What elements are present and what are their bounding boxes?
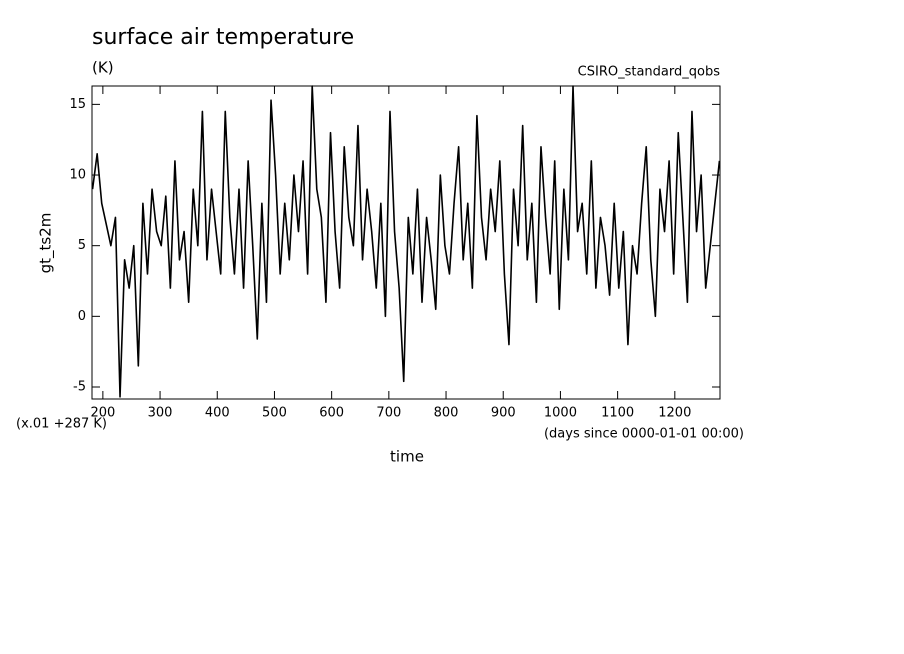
subtitle: (K) [92, 59, 114, 77]
x-tick-label: 300 [148, 406, 173, 421]
y-tick-label: 15 [69, 97, 86, 112]
y-axis-label: gt_ts2m [37, 213, 56, 274]
x-tick-label: 1000 [544, 406, 577, 421]
x-tick-label: 1200 [658, 406, 691, 421]
chart-title: surface air temperature [92, 25, 354, 50]
y-tick-label: 5 [78, 238, 86, 253]
x-tick-label: 400 [205, 406, 230, 421]
x-tick-label: 600 [319, 406, 344, 421]
scale-note: (x.01 +287 K) [16, 417, 107, 432]
y-tick-label: -5 [73, 379, 86, 394]
x-tick-label: 200 [90, 406, 115, 421]
y-tick-label: 10 [69, 168, 86, 183]
x-tick-label: 500 [262, 406, 287, 421]
x-tick-label: 700 [376, 406, 401, 421]
x-tick-label: 800 [434, 406, 459, 421]
data-line [91, 85, 721, 398]
dataset-label: CSIRO_standard_qobs [578, 65, 721, 80]
x-units: (days since 0000-01-01 00:00) [544, 427, 744, 442]
x-axis-label: time [390, 448, 424, 466]
y-tick-label: 0 [78, 309, 86, 324]
plot-frame [91, 85, 721, 400]
x-tick-label: 900 [491, 406, 516, 421]
x-tick-label: 1100 [601, 406, 634, 421]
